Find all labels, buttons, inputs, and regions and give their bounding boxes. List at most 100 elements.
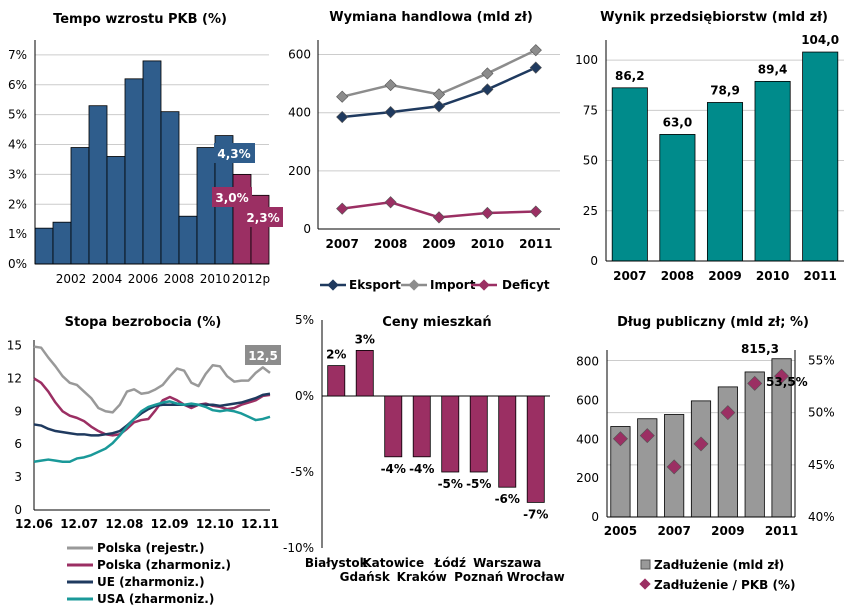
- trade-point-deficyt-2010: [481, 206, 494, 220]
- profits-title: Wynik przedsiębiorstw (mld zł): [600, 10, 828, 25]
- trade-point-eksport-2008: [384, 106, 397, 119]
- trade-x-tick-label: 2010: [471, 237, 504, 251]
- housing-x-tick-label: Kraków: [397, 570, 447, 584]
- housing-bars: 2% 3% -4% -4% -5% -5% -6%-7%: [326, 332, 548, 521]
- trade-point-eksport-2009: [432, 100, 446, 113]
- housing-y-ticks: -10% -5% 0% 5%: [283, 313, 314, 555]
- debt-y2-tick-label: 55%: [808, 353, 835, 367]
- gdp-label-2012: 3,0%: [215, 191, 248, 205]
- trade-y-tick-label: 600: [288, 48, 311, 62]
- profits-x-ticks: 2007 2008 2009 2010 2011: [613, 269, 837, 283]
- trade-y-tick-label: 0: [303, 222, 311, 236]
- gdp-bar-2006: [124, 78, 144, 265]
- profits-x-tick-label: 2007: [613, 269, 646, 283]
- gdp-y-tick-label: 1%: [8, 227, 27, 241]
- debt-bar-2010: [744, 371, 765, 518]
- profits-x-tick-label: 2010: [756, 269, 789, 283]
- housing-bar-Wrocław: [526, 395, 545, 503]
- housing-x-ticks: BiałystokGdańskKatowiceKrakówŁódźPoznańW…: [305, 556, 565, 584]
- housing-data-label: -4%: [409, 462, 434, 476]
- debt-y-ticks: 0 200 400 600 800: [576, 355, 599, 524]
- gdp-x-tick-label: 2008: [164, 272, 195, 286]
- unemployment-legend-label: Polska (rejestr.): [97, 541, 204, 555]
- profits-bar-2008: [659, 134, 696, 262]
- gdp-label-box-2013: [243, 207, 283, 227]
- housing-data-label: 3%: [355, 332, 375, 346]
- gdp-x-tick-label: 2004: [92, 272, 123, 286]
- gdp-y-tick-label: 3%: [8, 167, 27, 181]
- debt-label-815: 815,3: [741, 342, 779, 356]
- gdp-label-box-2012: [212, 187, 252, 207]
- profits-x-tick-label: 2009: [708, 269, 741, 283]
- housing-x-tick-label: Łódź: [433, 556, 466, 570]
- housing-x-tick-label: Wrocław: [507, 570, 565, 584]
- gdp-y-tick-label: 7%: [8, 48, 27, 62]
- gdp-x-tick-label: 2010: [200, 272, 231, 286]
- profits-bar-2010: [754, 80, 791, 262]
- trade-y-tick-label: 200: [288, 164, 311, 178]
- legend-import: Import: [430, 278, 476, 292]
- trade-y-tick-label: 400: [288, 106, 311, 120]
- trade-point-eksport-2011: [529, 61, 542, 74]
- legend-debt-bar-label: Zadłużenie (mld zł): [654, 558, 784, 572]
- gdp-label-2013: 2,3%: [246, 211, 279, 225]
- gdp-label-box-2011: [214, 143, 255, 163]
- housing-x-tick-label: Białystok: [305, 556, 369, 570]
- housing-data-label: -5%: [438, 477, 463, 491]
- unemployment-line-2: [33, 392, 271, 437]
- unemployment-legend: Polska (rejestr.) Polska (zharmoniz.) UE (…: [67, 541, 231, 605]
- profits-data-label: 104,0: [801, 33, 839, 47]
- trade-x-tick-label: 2007: [325, 237, 358, 251]
- debt-ratio-point-2008: [693, 436, 709, 452]
- gdp-bar-2001: [34, 227, 54, 265]
- legend-eksport: Eksport: [349, 278, 401, 292]
- trade-series: [336, 44, 542, 224]
- trade-point-import-2009: [432, 88, 446, 101]
- trade-x-tick-label: 2008: [374, 237, 407, 251]
- housing-data-label: 2%: [326, 348, 346, 362]
- profits-bar-2009: [706, 102, 744, 262]
- trade-legend: Eksport Import Deficyt: [320, 278, 550, 292]
- profits-bar-2011: [802, 51, 839, 262]
- debt-y-tick-label: 0: [591, 510, 599, 524]
- profits-data-label: 86,2: [615, 69, 645, 83]
- housing-y-tick-label: -10%: [283, 541, 314, 555]
- unemployment-end-label-box: [245, 345, 281, 365]
- debt-ratio-points: [612, 368, 790, 475]
- debt-panel: Dług publiczny (mld zł; %) 0 200 400 600 800…: [576, 315, 835, 592]
- gdp-bar-2007: [142, 60, 162, 265]
- debt-y2-tick-label: 45%: [808, 458, 835, 472]
- debt-y-tick-label: 800: [576, 355, 599, 369]
- gdp-panel: Tempo wzrostu PKB (%) 0% 1% 2% 3% 4% 5% 6% 7% 2…: [8, 12, 283, 286]
- housing-y-tick-label: -5%: [291, 465, 314, 479]
- debt-ratio-point-2007: [666, 459, 682, 475]
- profits-bars: 86,2 63,0 78,9 89,4 104,0: [611, 33, 839, 262]
- legend-eksport-marker: [327, 279, 339, 291]
- debt-ratio-point-2006: [639, 428, 655, 444]
- profits-y-tick-label: 0: [590, 254, 598, 268]
- profits-x-tick-label: 2011: [803, 269, 836, 283]
- legend-import-marker: [408, 279, 420, 291]
- gdp-bar-2005: [106, 156, 126, 265]
- housing-title: Ceny mieszkań: [382, 315, 491, 330]
- trade-point-import-2007: [336, 90, 349, 103]
- housing-bar-Katowice: [384, 395, 403, 458]
- profits-y-tick-label: 50: [583, 154, 598, 168]
- trade-x-ticks: 2007 2008 2009 2010 2011: [325, 237, 552, 251]
- trade-y-ticks: 0 200 400 600: [288, 48, 311, 236]
- debt-title: Dług publiczny (mld zł; %): [617, 315, 809, 330]
- debt-bar-2008: [690, 400, 712, 518]
- trade-point-deficyt-2009: [432, 211, 446, 224]
- debt-x-ticks: 2005 2007 2009 2011: [604, 524, 799, 538]
- trade-point-deficyt-2008: [384, 196, 397, 209]
- gdp-bar-2003: [70, 147, 90, 265]
- gdp-x-tick-label: 2002: [56, 272, 87, 286]
- unemployment-x-ticks: 12.06 12.07 12.08 12.09 12.10 12.11: [15, 517, 279, 531]
- housing-data-label: -5%: [466, 477, 491, 491]
- housing-bar-Kraków: [412, 395, 431, 458]
- unemployment-series: [33, 345, 271, 463]
- gdp-y-tick-label: 4%: [8, 138, 27, 152]
- housing-x-tick-label: Katowice: [362, 556, 424, 570]
- debt-ratio-point-2010: [747, 375, 763, 391]
